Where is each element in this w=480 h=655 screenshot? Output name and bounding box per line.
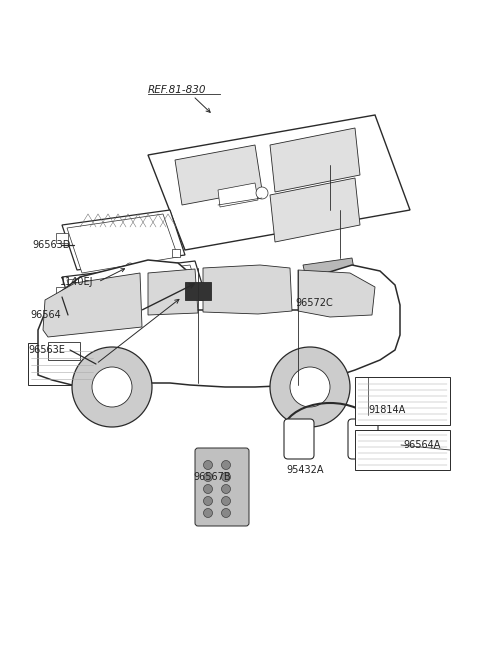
Circle shape (221, 460, 230, 470)
Circle shape (221, 508, 230, 517)
Circle shape (92, 367, 132, 407)
Bar (28, 343, 96, 385)
Text: 95432A: 95432A (286, 465, 324, 475)
Polygon shape (148, 115, 410, 250)
Circle shape (290, 367, 330, 407)
Text: 96567B: 96567B (193, 472, 231, 482)
Text: 1140EJ: 1140EJ (60, 277, 94, 287)
Polygon shape (203, 265, 292, 314)
Text: 96564A: 96564A (403, 440, 440, 450)
Bar (48, 342, 80, 360)
Polygon shape (67, 265, 205, 328)
Polygon shape (218, 183, 258, 207)
FancyBboxPatch shape (284, 419, 314, 459)
Polygon shape (43, 273, 142, 337)
Text: 96563D: 96563D (32, 240, 71, 250)
FancyBboxPatch shape (348, 419, 378, 459)
Bar (172, 249, 180, 257)
Bar (108, 293, 130, 307)
Polygon shape (67, 214, 178, 273)
Circle shape (204, 485, 213, 493)
Circle shape (204, 460, 213, 470)
Bar (196, 300, 204, 310)
Polygon shape (303, 258, 356, 287)
Polygon shape (62, 210, 185, 270)
Text: REF.81-830: REF.81-830 (148, 85, 206, 95)
Text: 96564: 96564 (30, 310, 61, 320)
Polygon shape (148, 269, 198, 315)
Circle shape (204, 496, 213, 506)
Text: 96572C: 96572C (295, 298, 333, 308)
Polygon shape (270, 178, 360, 242)
Polygon shape (62, 261, 210, 325)
Circle shape (126, 263, 134, 271)
Bar (56, 233, 68, 243)
Circle shape (270, 347, 350, 427)
FancyBboxPatch shape (195, 448, 249, 526)
Circle shape (221, 472, 230, 481)
Bar (136, 293, 158, 307)
Circle shape (204, 508, 213, 517)
Circle shape (221, 485, 230, 493)
Circle shape (204, 472, 213, 481)
Circle shape (221, 496, 230, 506)
Bar (355, 430, 450, 470)
Circle shape (72, 347, 152, 427)
Bar (56, 287, 68, 297)
Bar (355, 377, 450, 425)
Polygon shape (298, 270, 375, 317)
Polygon shape (38, 260, 400, 387)
Polygon shape (175, 145, 262, 205)
Bar (80, 293, 102, 307)
Polygon shape (270, 128, 360, 192)
Bar (164, 293, 182, 307)
Bar (185, 282, 211, 300)
Circle shape (256, 187, 268, 199)
Text: 91814A: 91814A (368, 405, 405, 415)
Text: 96563E: 96563E (28, 345, 65, 355)
